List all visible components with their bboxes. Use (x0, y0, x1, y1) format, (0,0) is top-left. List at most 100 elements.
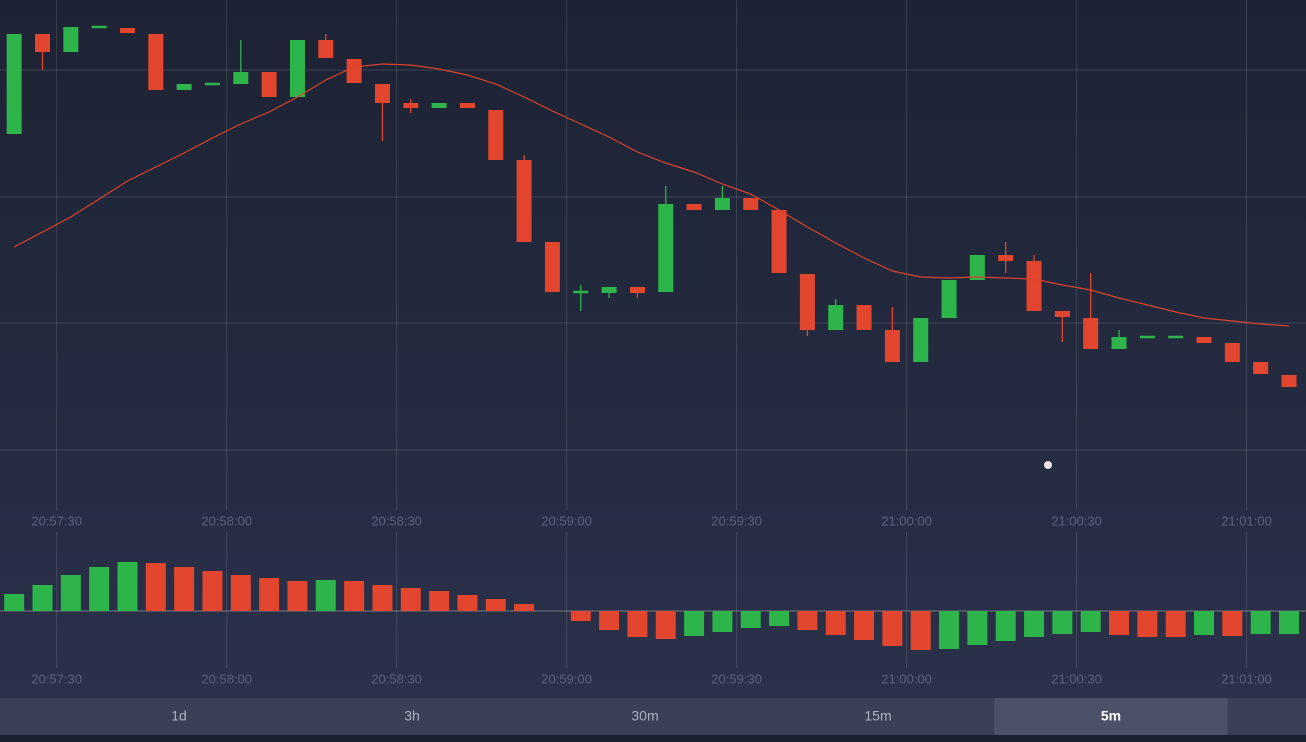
candle-body (658, 204, 674, 292)
candle-body (431, 103, 447, 108)
candle-body (1224, 343, 1240, 362)
x-tick-label: 21:00:00 (881, 671, 932, 686)
chart-background (0, 0, 1306, 698)
candle-body (63, 27, 79, 52)
candle-body (856, 305, 872, 330)
oscillator-bar (485, 599, 506, 611)
oscillator-bar (599, 611, 620, 630)
oscillator-bar (627, 611, 648, 637)
candle-body (629, 287, 645, 293)
oscillator-bar (1250, 611, 1271, 634)
candle-body (601, 287, 617, 293)
x-tick-label: 21:00:30 (1051, 671, 1102, 686)
timeframe-button[interactable]: 30m (631, 708, 658, 724)
timeframe-button[interactable]: 5m (1101, 708, 1121, 724)
oscillator-bar (60, 575, 81, 611)
timeframe-active (994, 698, 1228, 735)
oscillator-bar (89, 567, 110, 611)
candle-body (884, 330, 900, 362)
moving-average (13, 63, 1290, 327)
candle-body (148, 34, 164, 90)
candle-body (941, 280, 957, 318)
oscillator-bar (1109, 611, 1130, 635)
oscillator-bar (230, 575, 251, 611)
x-tick-label: 20:59:00 (541, 513, 592, 528)
bottom-strip (0, 735, 1306, 742)
candle-body (1196, 337, 1212, 343)
candle-body (1168, 335, 1184, 339)
candle-body (176, 84, 192, 90)
cursor-dot (1044, 461, 1052, 469)
oscillator-bar (825, 611, 846, 635)
candle-body (828, 305, 844, 330)
candle-body (1026, 261, 1042, 311)
oscillator-bar (854, 611, 875, 640)
oscillator-bar (117, 562, 138, 611)
oscillator-bar (1279, 611, 1300, 634)
oscillator-bar (684, 611, 705, 636)
timeframe-button[interactable]: 15m (864, 708, 891, 724)
oscillator-bar (1137, 611, 1158, 637)
oscillator-bar (1024, 611, 1045, 637)
oscillator-bar (457, 595, 478, 611)
candle-body (119, 28, 135, 33)
oscillator-bar (797, 611, 818, 630)
candle-body (261, 72, 277, 97)
candle-body (573, 290, 589, 294)
oscillator-bar (372, 585, 393, 611)
candle-body (403, 103, 419, 108)
oscillator-bar (655, 611, 676, 639)
oscillator-bar (967, 611, 988, 645)
oscillator-bar (570, 611, 591, 621)
timeframe-button[interactable]: 3h (404, 708, 420, 724)
oscillator-bar (1194, 611, 1215, 635)
oscillator-bar (202, 571, 223, 611)
candle-body (1054, 311, 1070, 317)
candle-body (374, 84, 390, 103)
x-tick-label: 21:01:00 (1221, 671, 1272, 686)
oscillator-bar (939, 611, 960, 649)
candle-body (488, 110, 504, 160)
x-tick-label: 20:59:00 (541, 671, 592, 686)
candle-body (459, 103, 475, 108)
candle-body (714, 198, 730, 210)
oscillator-bar (1222, 611, 1243, 636)
x-tick-label: 21:00:00 (881, 513, 932, 528)
oscillator-bar (995, 611, 1016, 641)
oscillator-bar (344, 581, 365, 611)
candle-body (289, 40, 305, 97)
oscillator-bar (1052, 611, 1073, 634)
oscillator-bar (315, 580, 336, 611)
candle-body (1281, 375, 1297, 387)
candle-body (743, 198, 759, 210)
candle-body (913, 318, 929, 362)
x-tick-label: 20:58:30 (371, 671, 422, 686)
candle-body (516, 160, 532, 242)
x-tick-label: 21:01:00 (1221, 513, 1272, 528)
x-tick-label: 20:57:30 (31, 671, 82, 686)
candle-body (318, 40, 334, 58)
candle-body (34, 34, 50, 52)
oscillator-bar (769, 611, 790, 626)
x-tick-label: 20:59:30 (711, 513, 762, 528)
x-tick-label: 20:58:00 (201, 671, 252, 686)
oscillator-bar (910, 611, 931, 650)
candle-body (1083, 318, 1099, 349)
oscillator-bar (740, 611, 761, 628)
candle-body (233, 72, 249, 84)
oscillator-bar (429, 591, 450, 611)
oscillator-bar (882, 611, 903, 646)
candle-body (91, 25, 107, 29)
candle-body (969, 255, 985, 280)
candle-body (1111, 337, 1127, 349)
oscillator-bar (259, 578, 280, 611)
candle-body (686, 204, 702, 210)
x-tick-label: 20:59:30 (711, 671, 762, 686)
oscillator-bar (145, 563, 166, 611)
oscillator-bar (1080, 611, 1101, 632)
candle-body (1139, 335, 1155, 339)
timeframe-button[interactable]: 1d (171, 708, 187, 724)
candle-body (6, 34, 22, 134)
